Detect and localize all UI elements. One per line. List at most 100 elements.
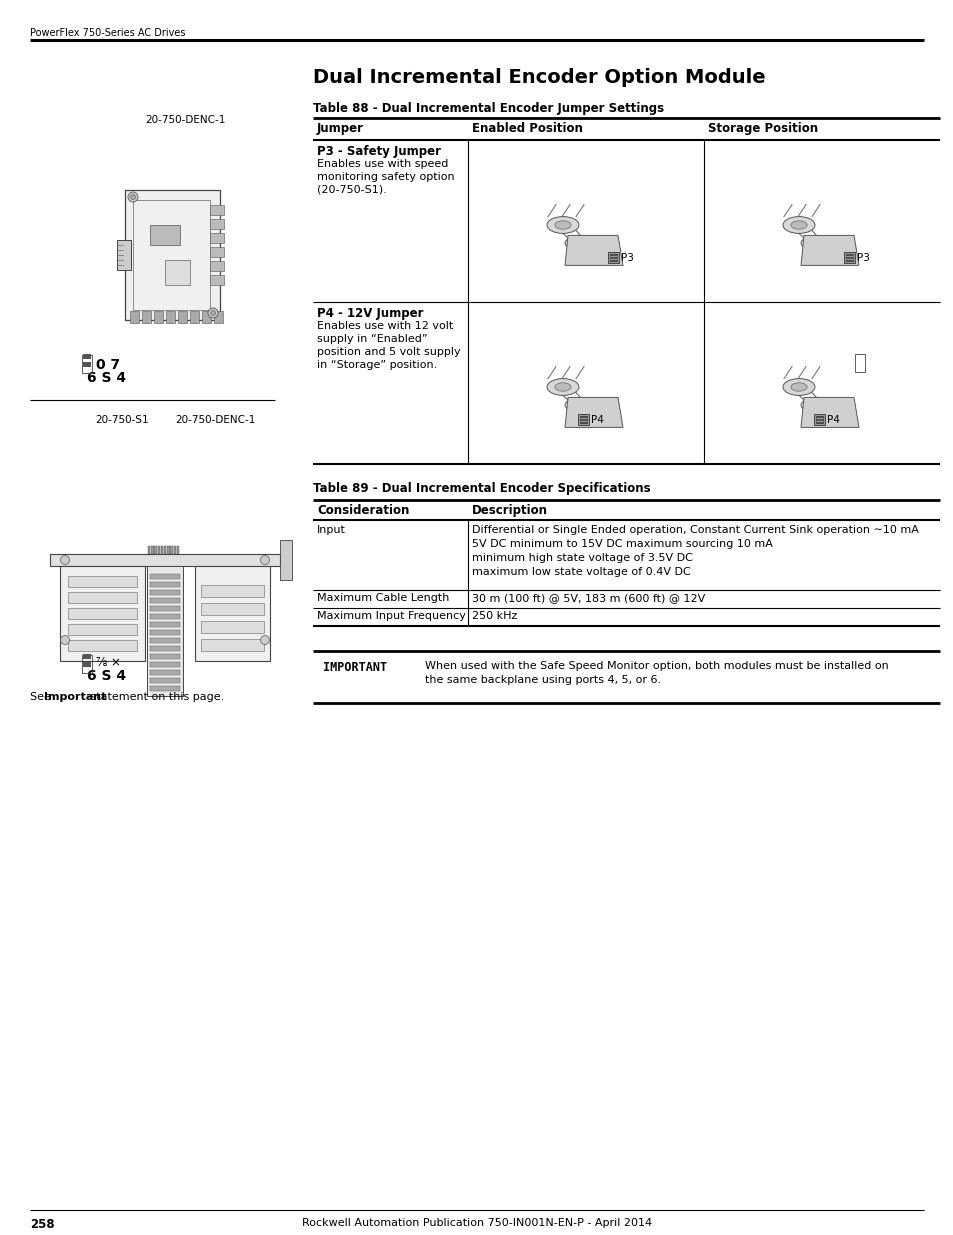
Ellipse shape (790, 221, 806, 230)
Ellipse shape (211, 310, 215, 315)
Text: statement on this page.: statement on this page. (87, 692, 224, 701)
Bar (194, 566, 270, 661)
Text: 20-750-DENC-1: 20-750-DENC-1 (174, 415, 255, 425)
Text: Differential or Single Ended operation, Constant Current Sink operation ∼10 mA: Differential or Single Ended operation, … (472, 525, 918, 535)
Bar (150, 225, 180, 245)
Text: 6 S 4: 6 S 4 (87, 669, 126, 683)
Bar (150, 630, 180, 635)
Bar (50, 555, 280, 566)
Bar (147, 566, 183, 697)
Ellipse shape (782, 216, 814, 233)
Text: 20-750-S1: 20-750-S1 (95, 415, 149, 425)
Bar (150, 590, 180, 595)
Text: minimum high state voltage of 3.5V DC: minimum high state voltage of 3.5V DC (472, 553, 692, 563)
Text: Important: Important (44, 692, 107, 701)
Ellipse shape (546, 216, 578, 233)
Bar (82, 354, 91, 373)
Bar (166, 311, 174, 324)
Text: 250 kHz: 250 kHz (472, 611, 517, 621)
Bar (210, 233, 224, 243)
Bar (843, 252, 854, 263)
Bar (213, 311, 223, 324)
Ellipse shape (782, 379, 814, 395)
Text: 258: 258 (30, 1218, 54, 1231)
Text: ⅞ ×: ⅞ × (96, 656, 121, 669)
Text: P4: P4 (590, 415, 603, 425)
Ellipse shape (128, 191, 138, 203)
Ellipse shape (564, 398, 597, 412)
Ellipse shape (546, 379, 578, 395)
Bar (150, 671, 180, 676)
Bar (150, 646, 180, 651)
Ellipse shape (801, 236, 832, 249)
Text: the same backplane using ports 4, 5, or 6.: the same backplane using ports 4, 5, or … (424, 676, 660, 685)
Bar (150, 582, 180, 587)
Text: P3 - Safety Jumper: P3 - Safety Jumper (316, 144, 440, 158)
Bar (813, 415, 824, 425)
Bar (68, 624, 137, 635)
Text: Dual Incremental Encoder Option Module: Dual Incremental Encoder Option Module (313, 68, 765, 86)
Bar (117, 240, 131, 270)
Bar (150, 614, 180, 619)
Bar (210, 247, 224, 257)
Text: Rockwell Automation Publication 750-IN001N-EN-P - April 2014: Rockwell Automation Publication 750-IN00… (301, 1218, 652, 1228)
Bar (150, 638, 180, 643)
Bar (150, 678, 180, 683)
Bar (201, 638, 264, 651)
Bar (165, 261, 190, 285)
Bar (173, 546, 176, 555)
Bar (202, 311, 211, 324)
Bar (167, 546, 170, 555)
Bar (68, 640, 137, 651)
Bar (607, 252, 618, 263)
Text: (20-750-S1).: (20-750-S1). (316, 185, 386, 195)
Ellipse shape (208, 308, 218, 317)
Text: Enables use with speed: Enables use with speed (316, 159, 448, 169)
Polygon shape (801, 236, 858, 266)
Bar (161, 546, 163, 555)
Polygon shape (564, 236, 622, 266)
Bar (142, 311, 151, 324)
Text: Table 89 - Dual Incremental Encoder Specifications: Table 89 - Dual Incremental Encoder Spec… (313, 482, 650, 495)
Bar (280, 540, 292, 580)
Ellipse shape (555, 221, 571, 230)
Text: Table 88 - Dual Incremental Encoder Jumper Settings: Table 88 - Dual Incremental Encoder Jump… (313, 103, 663, 115)
Text: PowerFlex 750-Series AC Drives: PowerFlex 750-Series AC Drives (30, 28, 185, 38)
Text: Maximum Input Frequency: Maximum Input Frequency (316, 611, 465, 621)
Text: 30 m (100 ft) @ 5V, 183 m (600 ft) @ 12V: 30 m (100 ft) @ 5V, 183 m (600 ft) @ 12V (472, 593, 704, 603)
Text: Consideration: Consideration (316, 504, 409, 517)
Text: P3: P3 (620, 253, 633, 263)
Bar (60, 566, 145, 661)
Bar (815, 416, 822, 424)
Text: monitoring safety option: monitoring safety option (316, 172, 455, 182)
Bar (82, 655, 91, 673)
Bar (190, 311, 199, 324)
Bar (150, 685, 180, 692)
Bar (68, 576, 137, 587)
Bar (68, 592, 137, 603)
Text: 20-750-DENC-1: 20-750-DENC-1 (145, 115, 225, 125)
Bar (83, 362, 91, 367)
Text: 6 S 4: 6 S 4 (87, 370, 126, 385)
Ellipse shape (260, 556, 269, 564)
Bar (150, 606, 180, 611)
Bar (201, 603, 264, 615)
Bar (157, 546, 160, 555)
Bar (210, 219, 224, 228)
Ellipse shape (260, 636, 269, 645)
Text: Jumper: Jumper (316, 122, 364, 135)
Text: P4: P4 (826, 415, 839, 425)
Polygon shape (564, 398, 622, 427)
Bar (178, 311, 187, 324)
Bar (150, 598, 180, 603)
Text: Description: Description (472, 504, 547, 517)
Text: P3: P3 (856, 253, 869, 263)
Ellipse shape (564, 236, 597, 249)
Polygon shape (125, 190, 220, 320)
Text: 0 7: 0 7 (96, 358, 120, 372)
Bar (83, 662, 91, 667)
Bar (150, 622, 180, 627)
Bar (148, 546, 151, 555)
Text: maximum low state voltage of 0.4V DC: maximum low state voltage of 0.4V DC (472, 567, 690, 577)
Ellipse shape (801, 398, 832, 412)
